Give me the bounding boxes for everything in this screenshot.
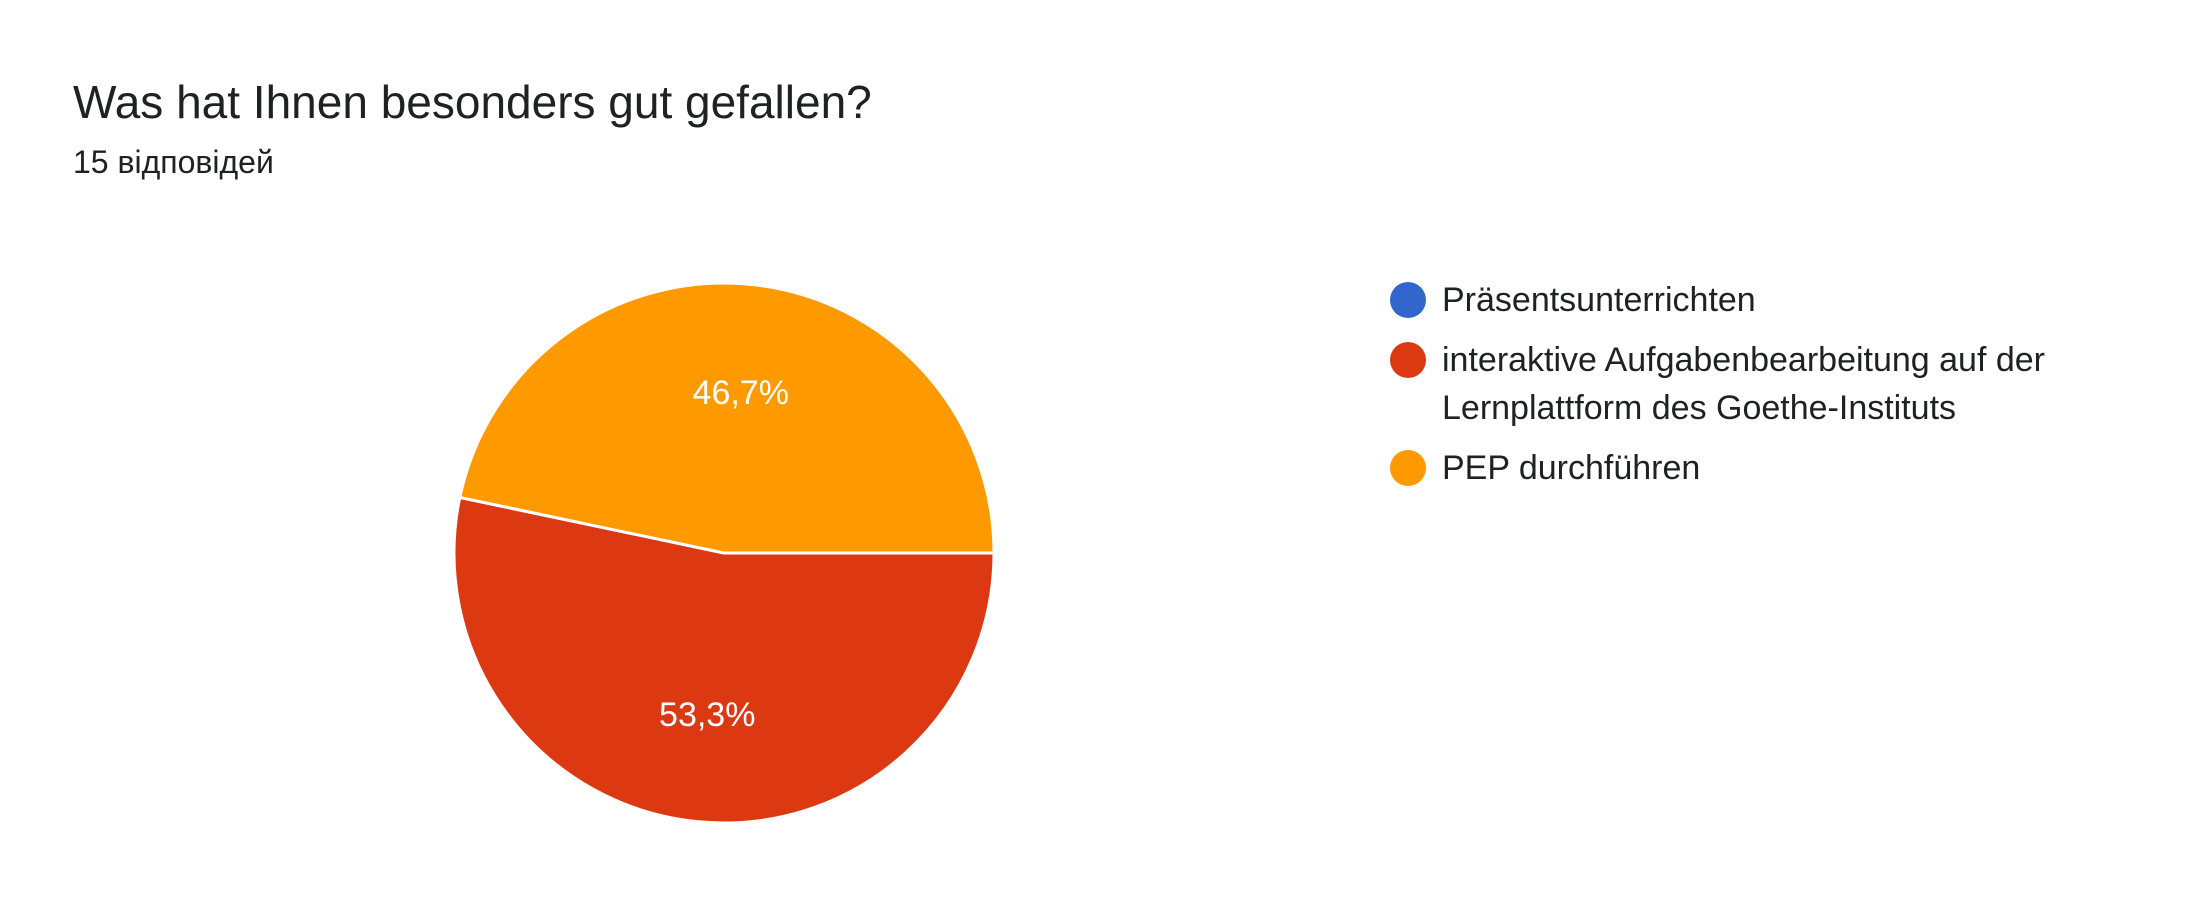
legend-label-2: PEP durchführen bbox=[1442, 449, 1701, 487]
legend-swatch-2 bbox=[1390, 450, 1426, 486]
legend-swatch-0 bbox=[1390, 282, 1426, 318]
chart-legend: Präsentsunterrichten interaktive Aufgaben… bbox=[1390, 276, 2150, 504]
pie-slice-1[interactable] bbox=[452, 495, 996, 825]
legend-swatch-1 bbox=[1390, 342, 1426, 378]
chart-header: Was hat Ihnen besonders gut gefallen? 15… bbox=[73, 72, 872, 184]
legend-item-1[interactable]: interaktive Aufgabenbearbeitung auf der L… bbox=[1390, 336, 2150, 432]
legend-label-0: Präsentsunterrichten bbox=[1442, 281, 1756, 319]
slice-label-2: 46,7% bbox=[693, 374, 789, 412]
legend-label-1: interaktive Aufgabenbearbeitung auf der L… bbox=[1442, 341, 2046, 427]
legend-item-0[interactable]: Präsentsunterrichten bbox=[1390, 276, 2150, 324]
chart-title: Was hat Ihnen besonders gut gefallen? bbox=[73, 76, 872, 128]
slice-label-1: 53,3% bbox=[659, 696, 755, 734]
pie-slice-2[interactable] bbox=[458, 281, 996, 555]
legend-item-2[interactable]: PEP durchführen bbox=[1390, 444, 2150, 492]
response-count: 15 відповідей bbox=[73, 144, 274, 180]
